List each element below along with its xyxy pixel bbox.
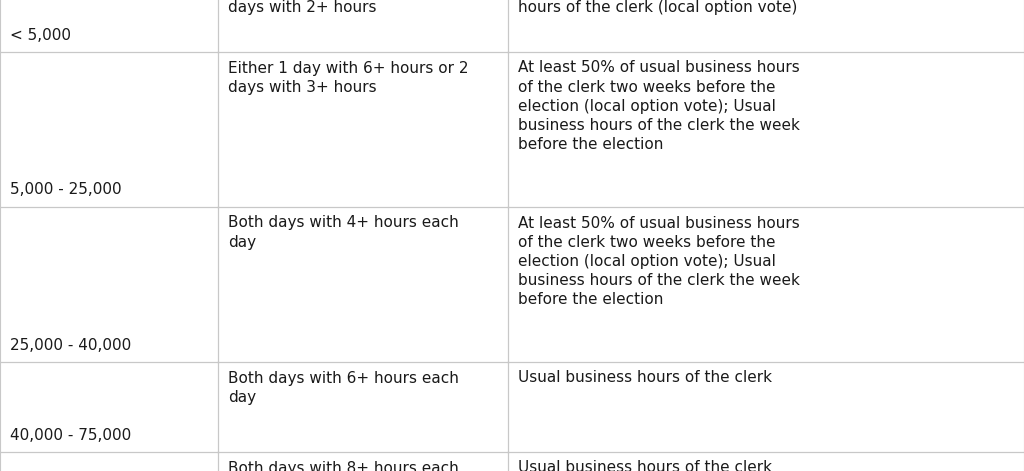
Text: Either 1 day with 4+ hours or 2
days with 2+ hours: Either 1 day with 4+ hours or 2 days wit… [228, 0, 468, 15]
Bar [508, 0, 1024, 51]
Bar [0, 362, 218, 452]
Bar [0, 0, 218, 51]
Text: 5,000 - 25,000: 5,000 - 25,000 [10, 182, 122, 197]
Text: At least 50% of usual business hours
of the clerk two weeks before the
election : At least 50% of usual business hours of … [518, 60, 800, 152]
Text: Usual business hours of the clerk: Usual business hours of the clerk [518, 461, 772, 471]
Bar [0, 452, 218, 471]
Bar [218, 0, 508, 51]
Text: At least 50% of usual business hours
of the clerk two weeks before the
election : At least 50% of usual business hours of … [518, 216, 800, 307]
Bar [508, 206, 1024, 362]
Text: Both days with 8+ hours each
day: Both days with 8+ hours each day [228, 461, 459, 471]
Bar [508, 51, 1024, 206]
Bar [508, 362, 1024, 452]
Bar [218, 206, 508, 362]
Bar [218, 362, 508, 452]
Bar [508, 452, 1024, 471]
Text: 40,000 - 75,000: 40,000 - 75,000 [10, 428, 131, 442]
Text: At least 25% of the usual business
hours of the clerk (local option vote): At least 25% of the usual business hours… [518, 0, 798, 15]
Bar [218, 452, 508, 471]
Text: Both days with 6+ hours each
day: Both days with 6+ hours each day [228, 371, 459, 405]
Text: Usual business hours of the clerk: Usual business hours of the clerk [518, 371, 772, 385]
Text: Both days with 4+ hours each
day: Both days with 4+ hours each day [228, 216, 459, 250]
Bar [218, 51, 508, 206]
Text: Either 1 day with 6+ hours or 2
days with 3+ hours: Either 1 day with 6+ hours or 2 days wit… [228, 60, 469, 95]
Bar [0, 51, 218, 206]
Text: 25,000 - 40,000: 25,000 - 40,000 [10, 338, 131, 352]
Bar [0, 206, 218, 362]
Text: < 5,000: < 5,000 [10, 27, 71, 42]
